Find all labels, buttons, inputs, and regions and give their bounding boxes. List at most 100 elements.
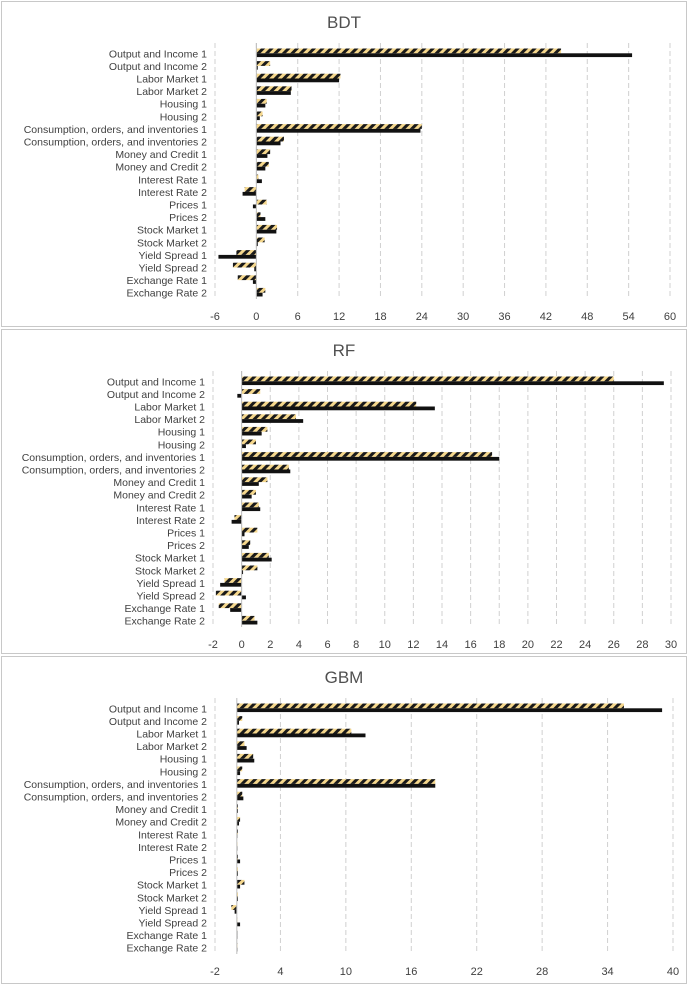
bar-series-1: [241, 527, 258, 533]
bar-series-2: [241, 406, 435, 411]
x-tick-label: 6: [324, 639, 330, 651]
bar-series-2: [256, 53, 633, 58]
chart-panel-bdt: BDT -6 0 6 12 18 24 30 36 42 48 54 60 Output and Inco…: [1, 1, 687, 327]
x-tick-label: 42: [540, 311, 552, 323]
x-tick-label: 18: [374, 311, 386, 323]
bar-series-2: [241, 532, 245, 537]
bar-series-1: [241, 452, 493, 457]
bar-series-1: [236, 716, 243, 721]
bar-series-2: [252, 204, 257, 209]
x-tick-label: 18: [493, 639, 505, 651]
bar-series-1: [236, 892, 238, 898]
bar-series-2: [241, 381, 664, 386]
category-label: Exchange Rate 1: [126, 930, 207, 942]
category-label: Stock Market 2: [135, 565, 205, 577]
bar-series-1: [241, 376, 614, 382]
category-label: Yield Spread 2: [139, 918, 208, 930]
bar-series-2: [218, 254, 257, 259]
category-label: Money and Credit 2: [115, 817, 207, 829]
category-label: Money and Credit 1: [113, 477, 205, 489]
bar-series-1: [236, 791, 243, 797]
category-label: Yield Spread 1: [137, 578, 206, 590]
category-label: Stock Market 2: [137, 892, 207, 904]
bar-series-2: [241, 494, 252, 499]
category-label: Interest Rate 2: [138, 187, 207, 199]
bar-series-1: [256, 86, 292, 92]
chart-title: BDT: [327, 13, 361, 32]
bar-series-2: [236, 733, 366, 738]
bar-series-2: [256, 229, 277, 234]
bar-series-1: [241, 615, 255, 621]
x-tick-label: 20: [522, 639, 534, 651]
bar-series-1: [218, 603, 242, 609]
bar-series-1: [236, 753, 254, 759]
category-label: Output and Income 1: [107, 376, 205, 388]
category-label: Interest Rate 1: [138, 174, 207, 186]
bar-series-2: [236, 859, 241, 864]
category-label: Output and Income 1: [109, 703, 207, 715]
chart-panel-gbm: GBM -2 4 10 16 22 28 34 40 Output and Income 1 Out…: [1, 656, 687, 984]
bar-series-2: [236, 897, 238, 902]
bar-series-1: [256, 111, 263, 117]
bar-series-1: [244, 187, 257, 192]
category-label: Yield Spread 2: [139, 263, 208, 275]
category-label: Interest Rate 1: [138, 829, 207, 841]
bar-series-1: [256, 124, 422, 129]
chart-title: RF: [333, 341, 356, 360]
bar-series-1: [256, 237, 265, 243]
bar-series-2: [236, 746, 247, 750]
bar-series-1: [256, 174, 259, 180]
category-label: Yield Spread 1: [139, 250, 208, 262]
category-label: Exchange Rate 1: [124, 603, 205, 615]
bar-series-2: [256, 154, 268, 158]
category-label: Exchange Rate 2: [126, 288, 207, 300]
bar-series-2: [241, 469, 291, 474]
bar-series-2: [234, 909, 237, 914]
category-label: Yield Spread 1: [139, 905, 208, 917]
bar-series-2: [256, 179, 262, 184]
x-tick-label: 14: [436, 639, 448, 651]
bar-series-1: [241, 389, 261, 394]
bar-series-1: [241, 464, 289, 470]
x-tick-label: -2: [208, 639, 218, 651]
category-label: Housing 1: [160, 99, 207, 111]
category-label: Labor Market 2: [136, 741, 207, 753]
bar-series-2: [256, 65, 258, 70]
category-label: Prices 1: [169, 200, 207, 212]
category-label: Interest Rate 2: [136, 515, 205, 527]
bar-series-2: [256, 91, 291, 95]
bar-series-2: [236, 758, 255, 763]
bar-series-1: [236, 867, 238, 873]
x-tick-label: 22: [550, 639, 562, 651]
category-label: Consumption, orders, and inventories 2: [24, 792, 207, 804]
x-tick-label: 4: [296, 639, 302, 651]
category-label: Output and Income 1: [109, 48, 207, 60]
bar-series-2: [241, 570, 244, 575]
bar-series-2: [236, 821, 239, 826]
x-tick-label: 28: [536, 966, 548, 978]
bar-series-1: [256, 199, 267, 205]
x-tick-label: 36: [498, 311, 510, 323]
bar-series-2: [236, 809, 238, 813]
bar-series-1: [241, 401, 417, 407]
bar-series-2: [242, 191, 257, 196]
x-tick-label: 34: [601, 966, 613, 978]
category-label: Exchange Rate 2: [126, 943, 207, 955]
category-label: Stock Market 1: [137, 225, 207, 237]
category-label: Housing 2: [160, 766, 207, 778]
bar-series-1: [236, 779, 436, 784]
category-label: Prices 2: [169, 867, 207, 879]
bar-series-2: [256, 128, 421, 133]
x-tick-label: 4: [277, 966, 283, 978]
x-tick-label: 24: [416, 311, 428, 323]
bar-series-2: [241, 419, 304, 423]
bar-series-2: [256, 78, 340, 83]
x-tick-label: 0: [239, 639, 245, 651]
bar-series-2: [252, 280, 257, 284]
bar-series-1: [256, 73, 341, 79]
category-label: Stock Market 1: [137, 880, 207, 892]
category-label: Consumption, orders, and inventories 2: [24, 137, 207, 149]
bar-series-2: [241, 482, 259, 486]
bar-series-1: [241, 565, 258, 571]
